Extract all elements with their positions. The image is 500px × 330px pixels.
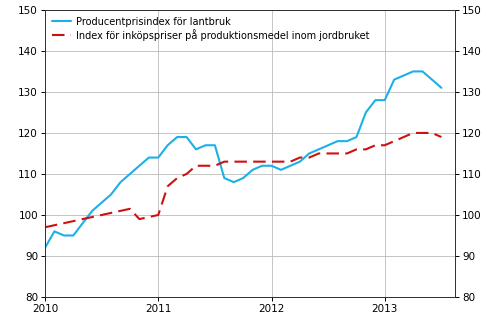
Index för inköpspriser på produktionsmedel inom jordbruket <box>231 160 237 164</box>
Index för inköpspriser på produktionsmedel inom jordbruket <box>202 164 208 168</box>
Index för inköpspriser på produktionsmedel inom jordbruket <box>306 155 312 159</box>
Producentprisindex för lantbruk <box>438 86 444 90</box>
Index för inköpspriser på produktionsmedel inom jordbruket <box>429 131 435 135</box>
Line: Index för inköpspriser på produktionsmedel inom jordbruket: Index för inköpspriser på produktionsmed… <box>45 133 442 227</box>
Index för inköpspriser på produktionsmedel inom jordbruket <box>268 160 274 164</box>
Producentprisindex för lantbruk <box>429 78 435 82</box>
Index för inköpspriser på produktionsmedel inom jordbruket <box>288 160 294 164</box>
Producentprisindex för lantbruk <box>156 155 162 159</box>
Index för inköpspriser på produktionsmedel inom jordbruket <box>118 209 124 213</box>
Producentprisindex för lantbruk <box>52 229 58 233</box>
Index för inköpspriser på produktionsmedel inom jordbruket <box>438 135 444 139</box>
Producentprisindex för lantbruk <box>118 180 124 184</box>
Line: Producentprisindex för lantbruk: Producentprisindex för lantbruk <box>45 71 442 248</box>
Producentprisindex för lantbruk <box>325 143 331 147</box>
Index för inköpspriser på produktionsmedel inom jordbruket <box>316 151 322 155</box>
Index för inköpspriser på produktionsmedel inom jordbruket <box>136 217 142 221</box>
Producentprisindex för lantbruk <box>222 176 228 180</box>
Index för inköpspriser på produktionsmedel inom jordbruket <box>420 131 426 135</box>
Producentprisindex för lantbruk <box>174 135 180 139</box>
Index för inköpspriser på produktionsmedel inom jordbruket <box>61 221 67 225</box>
Producentprisindex för lantbruk <box>136 164 142 168</box>
Index för inköpspriser på produktionsmedel inom jordbruket <box>174 176 180 180</box>
Producentprisindex för lantbruk <box>391 78 397 82</box>
Index för inköpspriser på produktionsmedel inom jordbruket <box>80 217 86 221</box>
Producentprisindex för lantbruk <box>127 172 133 176</box>
Index för inköpspriser på produktionsmedel inom jordbruket <box>89 215 95 219</box>
Producentprisindex för lantbruk <box>212 143 218 147</box>
Producentprisindex för lantbruk <box>146 155 152 159</box>
Index för inköpspriser på produktionsmedel inom jordbruket <box>297 155 303 159</box>
Producentprisindex för lantbruk <box>410 69 416 73</box>
Producentprisindex för lantbruk <box>259 164 265 168</box>
Index för inköpspriser på produktionsmedel inom jordbruket <box>259 160 265 164</box>
Index för inköpspriser på produktionsmedel inom jordbruket <box>344 151 350 155</box>
Producentprisindex för lantbruk <box>297 160 303 164</box>
Index för inköpspriser på produktionsmedel inom jordbruket <box>250 160 256 164</box>
Producentprisindex för lantbruk <box>250 168 256 172</box>
Index för inköpspriser på produktionsmedel inom jordbruket <box>212 164 218 168</box>
Index för inköpspriser på produktionsmedel inom jordbruket <box>400 135 406 139</box>
Producentprisindex för lantbruk <box>268 164 274 168</box>
Index för inköpspriser på produktionsmedel inom jordbruket <box>382 143 388 147</box>
Producentprisindex för lantbruk <box>80 221 86 225</box>
Index för inköpspriser på produktionsmedel inom jordbruket <box>372 143 378 147</box>
Index för inköpspriser på produktionsmedel inom jordbruket <box>222 160 228 164</box>
Legend: Producentprisindex för lantbruk, Index för inköpspriser på produktionsmedel inom: Producentprisindex för lantbruk, Index f… <box>50 15 372 43</box>
Index för inköpspriser på produktionsmedel inom jordbruket <box>42 225 48 229</box>
Index för inköpspriser på produktionsmedel inom jordbruket <box>127 207 133 211</box>
Producentprisindex för lantbruk <box>400 74 406 78</box>
Index för inköpspriser på produktionsmedel inom jordbruket <box>52 223 58 227</box>
Producentprisindex för lantbruk <box>420 69 426 73</box>
Index för inköpspriser på produktionsmedel inom jordbruket <box>363 148 369 151</box>
Producentprisindex för lantbruk <box>372 98 378 102</box>
Producentprisindex för lantbruk <box>164 143 170 147</box>
Index för inköpspriser på produktionsmedel inom jordbruket <box>184 172 190 176</box>
Producentprisindex för lantbruk <box>61 234 67 238</box>
Index för inköpspriser på produktionsmedel inom jordbruket <box>410 131 416 135</box>
Producentprisindex för lantbruk <box>184 135 190 139</box>
Producentprisindex för lantbruk <box>202 143 208 147</box>
Producentprisindex för lantbruk <box>240 176 246 180</box>
Index för inköpspriser på produktionsmedel inom jordbruket <box>354 148 360 151</box>
Producentprisindex för lantbruk <box>108 192 114 196</box>
Producentprisindex för lantbruk <box>344 139 350 143</box>
Producentprisindex för lantbruk <box>382 98 388 102</box>
Index för inköpspriser på produktionsmedel inom jordbruket <box>240 160 246 164</box>
Producentprisindex för lantbruk <box>334 139 340 143</box>
Producentprisindex för lantbruk <box>278 168 284 172</box>
Producentprisindex för lantbruk <box>306 151 312 155</box>
Index för inköpspriser på produktionsmedel inom jordbruket <box>334 151 340 155</box>
Producentprisindex för lantbruk <box>42 246 48 250</box>
Index för inköpspriser på produktionsmedel inom jordbruket <box>325 151 331 155</box>
Producentprisindex för lantbruk <box>288 164 294 168</box>
Index för inköpspriser på produktionsmedel inom jordbruket <box>164 184 170 188</box>
Producentprisindex för lantbruk <box>316 148 322 151</box>
Index för inköpspriser på produktionsmedel inom jordbruket <box>193 164 199 168</box>
Index för inköpspriser på produktionsmedel inom jordbruket <box>98 213 104 217</box>
Producentprisindex för lantbruk <box>70 234 76 238</box>
Index för inköpspriser på produktionsmedel inom jordbruket <box>108 211 114 215</box>
Index för inköpspriser på produktionsmedel inom jordbruket <box>278 160 284 164</box>
Index för inköpspriser på produktionsmedel inom jordbruket <box>391 139 397 143</box>
Producentprisindex för lantbruk <box>193 148 199 151</box>
Index för inköpspriser på produktionsmedel inom jordbruket <box>156 213 162 217</box>
Producentprisindex för lantbruk <box>363 111 369 115</box>
Producentprisindex för lantbruk <box>98 201 104 205</box>
Index för inköpspriser på produktionsmedel inom jordbruket <box>146 215 152 219</box>
Index för inköpspriser på produktionsmedel inom jordbruket <box>70 219 76 223</box>
Producentprisindex för lantbruk <box>89 209 95 213</box>
Producentprisindex för lantbruk <box>231 180 237 184</box>
Producentprisindex för lantbruk <box>354 135 360 139</box>
